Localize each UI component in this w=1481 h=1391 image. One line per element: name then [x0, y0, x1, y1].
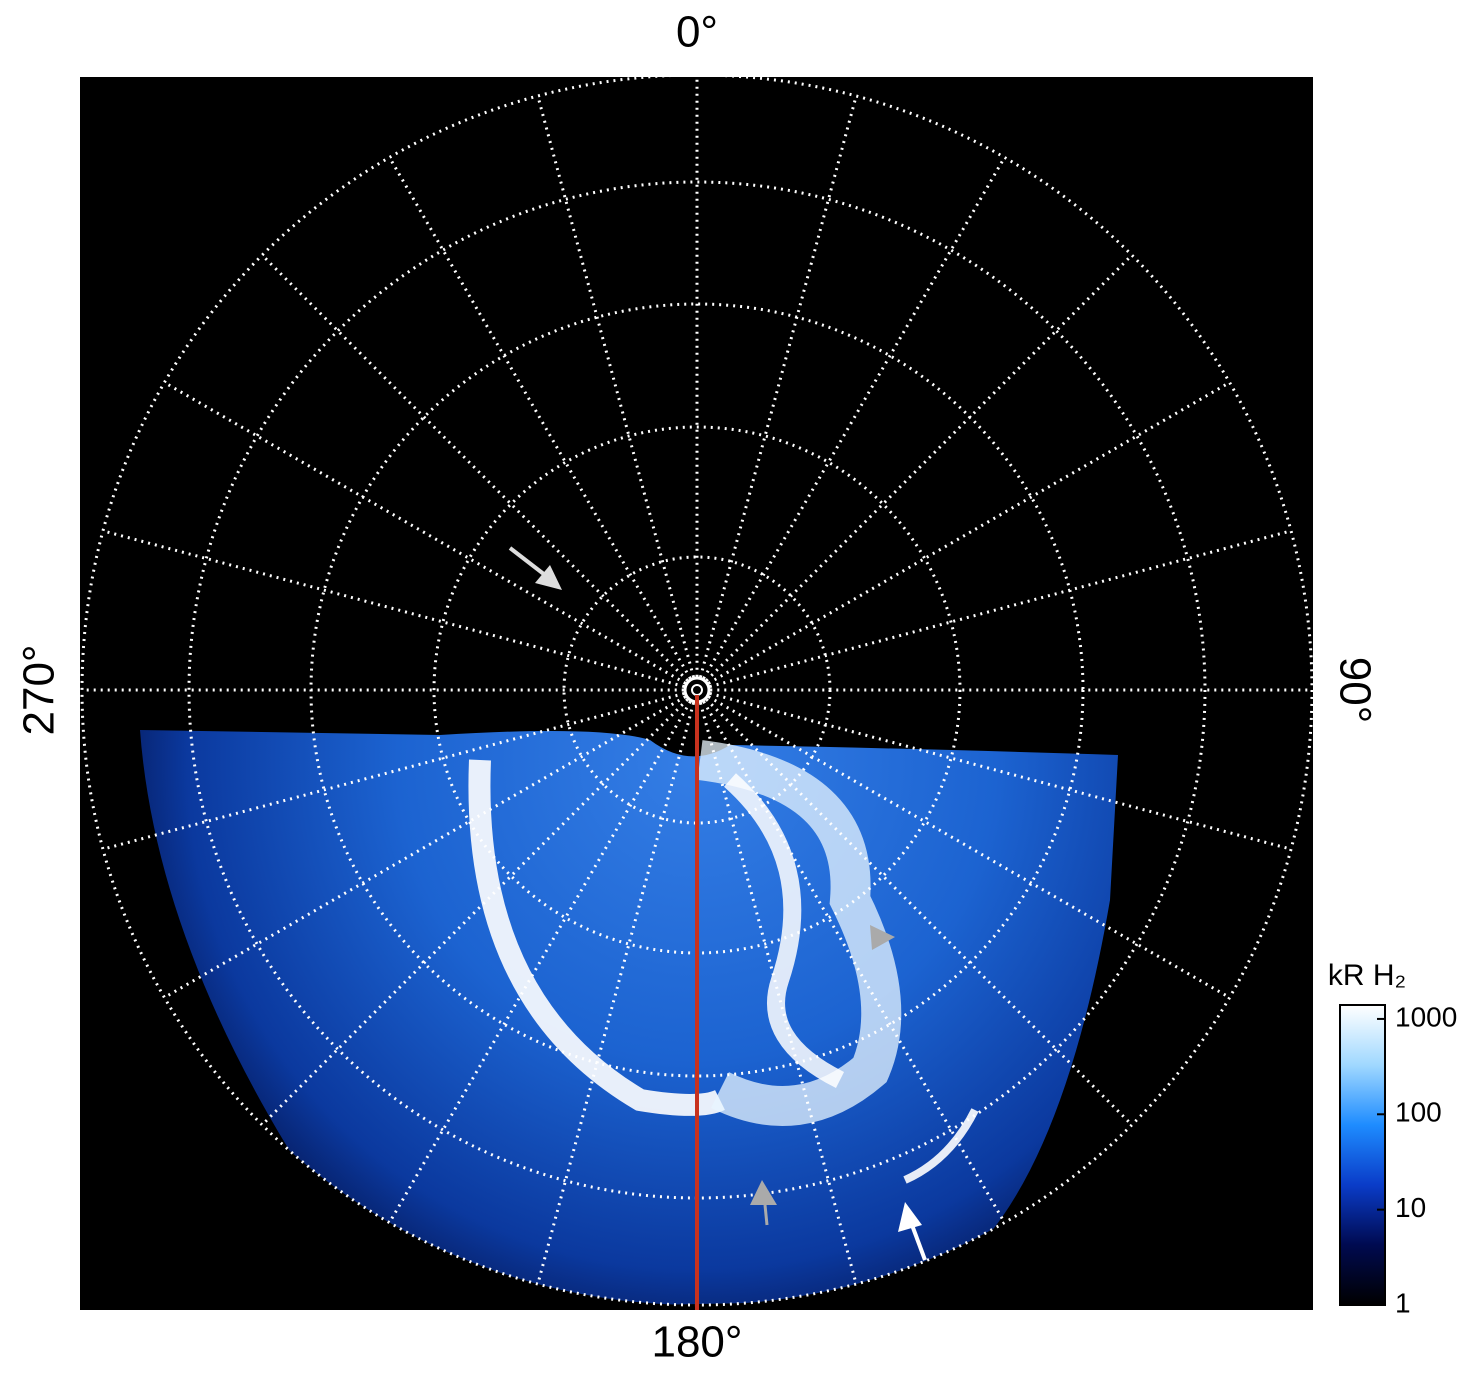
colorbar-tick-label: 1000: [1395, 1001, 1457, 1032]
colorbar-tick-label: 10: [1395, 1192, 1426, 1223]
colorbar-tick-label: 1: [1395, 1287, 1411, 1318]
colorbar-label: kR H₂: [1328, 959, 1406, 992]
arrows: [508, 546, 927, 1261]
polar-grid: [80, 73, 1314, 1307]
angle-label: 270°: [15, 644, 64, 735]
angle-label: 180°: [651, 1318, 742, 1367]
colorbar: [1339, 1004, 1386, 1306]
angle-label: 90°: [1330, 657, 1379, 724]
colorbar-tick-label: 100: [1395, 1097, 1442, 1128]
angle-label: 0°: [676, 8, 718, 57]
